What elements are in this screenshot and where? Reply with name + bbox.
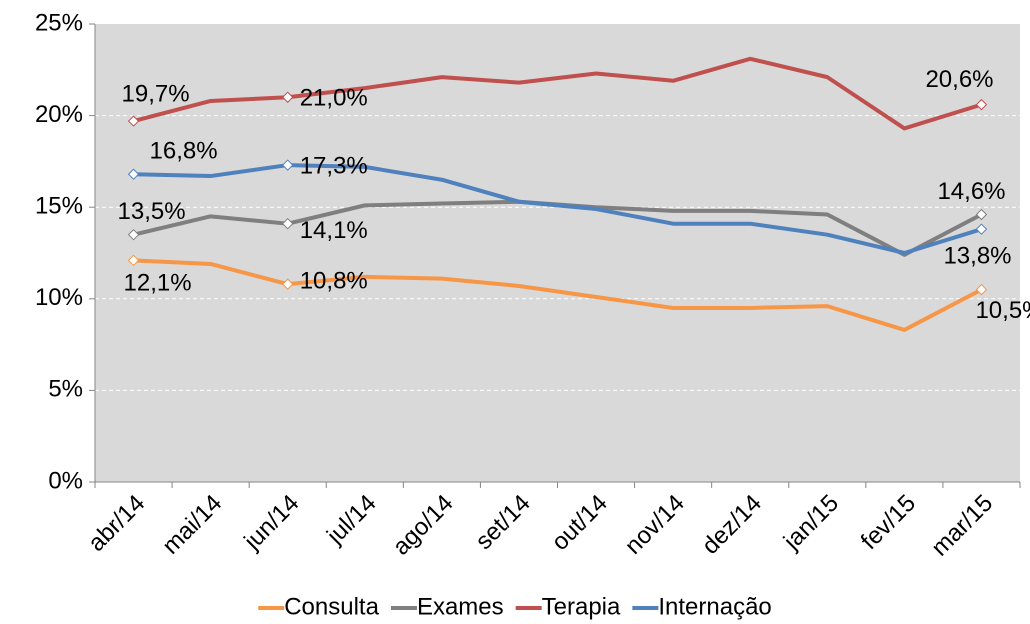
- point-marker: [975, 98, 988, 111]
- point-marker: [975, 208, 988, 221]
- series-line: [133, 56, 983, 131]
- point-marker: [127, 228, 140, 241]
- x-tick-label: jul/14: [321, 490, 381, 550]
- data-label: 16,8%: [150, 138, 218, 165]
- point-marker: [282, 217, 294, 230]
- x-tick-label: jun/14: [238, 490, 304, 556]
- legend: Consulta Exames Terapia Internação: [258, 593, 772, 620]
- x-tick-label: mai/14: [157, 490, 227, 560]
- data-label: 17,3%: [300, 152, 368, 179]
- x-tick-label: abr/14: [83, 490, 150, 557]
- data-label: 12,1%: [124, 270, 192, 297]
- data-label: 14,1%: [300, 217, 368, 244]
- y-tick-label: 5%: [48, 376, 83, 403]
- plot-area: [95, 24, 1020, 482]
- data-label: 10,8%: [300, 267, 368, 294]
- data-label: 20,6%: [925, 66, 993, 93]
- point-marker: [975, 283, 988, 296]
- y-tick-label: 15%: [35, 193, 83, 220]
- legend-label: Internação: [658, 593, 771, 620]
- x-tick-label: ago/14: [388, 490, 459, 561]
- point-marker: [282, 159, 294, 171]
- y-tick-label: 20%: [35, 101, 83, 128]
- y-tick-label: 0%: [48, 467, 83, 494]
- x-tick-label: mar/15: [926, 490, 998, 562]
- data-label: 21,0%: [300, 85, 368, 112]
- x-tick-label: nov/14: [620, 490, 690, 560]
- x-tick-label: dez/14: [697, 490, 767, 560]
- data-label: 10,5%: [975, 297, 1030, 324]
- data-label: 13,8%: [943, 243, 1011, 270]
- x-tick-label: out/14: [546, 490, 612, 556]
- point-marker: [127, 168, 140, 180]
- series-line: [133, 258, 983, 332]
- point-marker: [127, 254, 140, 267]
- y-tick-label: 10%: [35, 284, 83, 311]
- point-marker: [282, 278, 294, 290]
- data-label: 13,5%: [118, 198, 186, 225]
- legend-label: Exames: [417, 593, 504, 620]
- point-marker: [282, 91, 294, 103]
- legend-label: Consulta: [284, 593, 379, 620]
- point-marker: [975, 223, 988, 235]
- data-label: 14,6%: [937, 178, 1005, 205]
- data-label: 19,7%: [122, 80, 190, 107]
- point-marker: [127, 115, 140, 127]
- x-tick-label: set/14: [470, 490, 535, 555]
- y-tick-label: 25%: [35, 9, 83, 36]
- x-tick-label: jan/15: [778, 490, 844, 556]
- legend-label: Terapia: [542, 593, 621, 620]
- x-tick-label: fev/15: [856, 490, 921, 555]
- series-line: [133, 163, 983, 255]
